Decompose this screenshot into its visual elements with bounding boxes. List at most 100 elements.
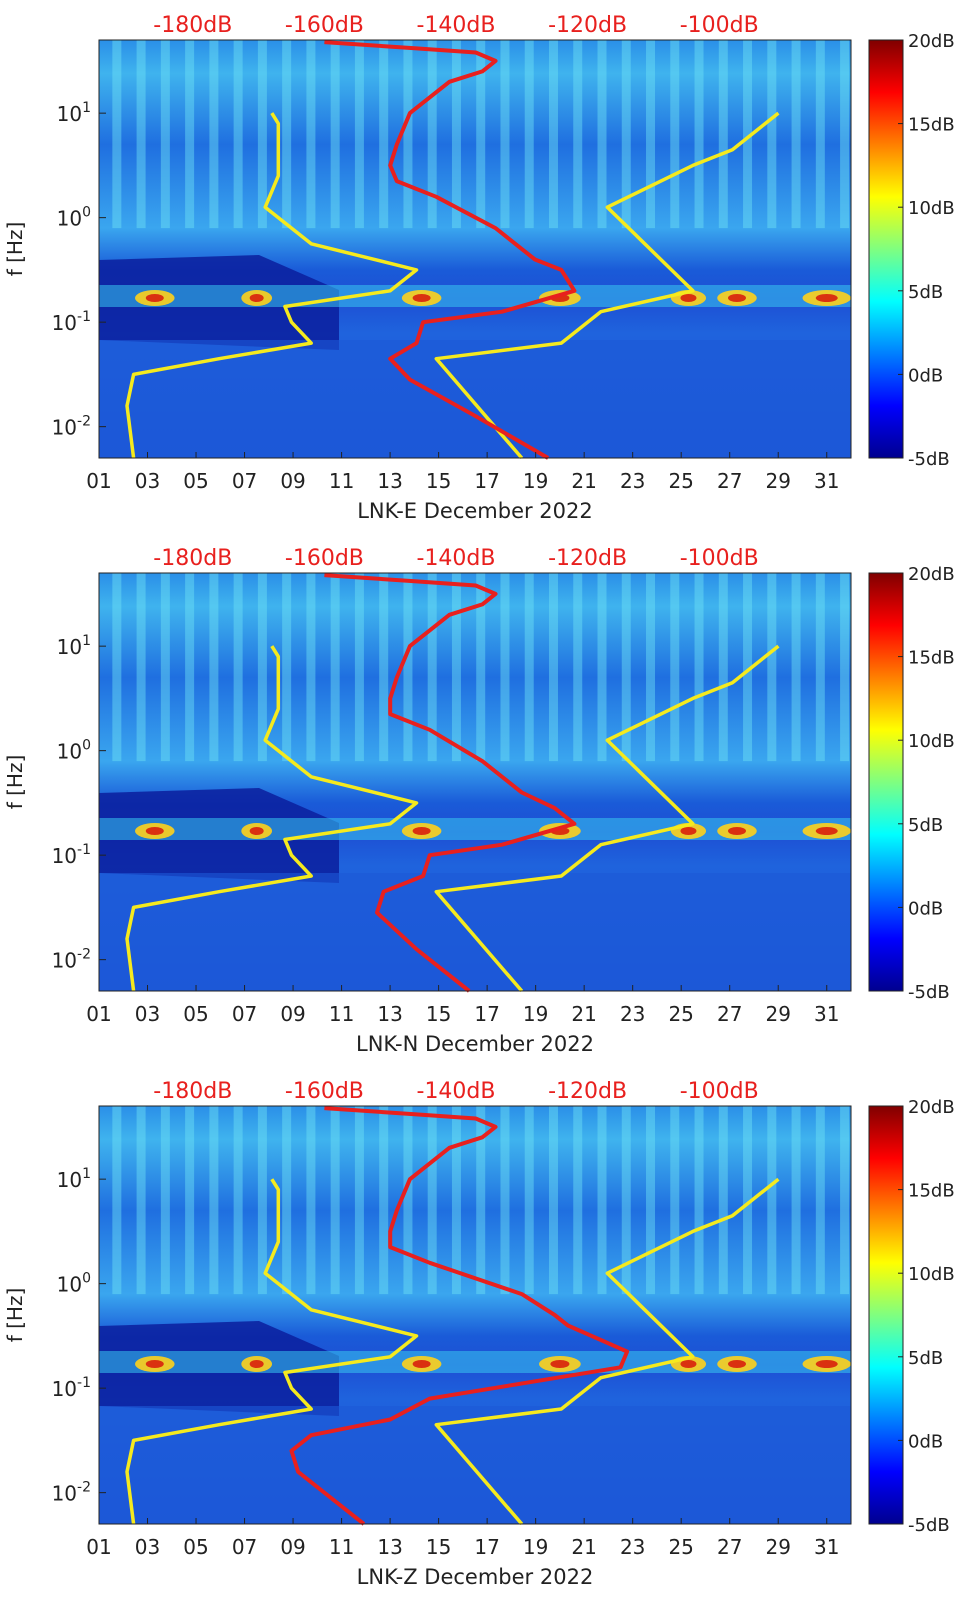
noise-stripe (354, 1106, 364, 1295)
colorbar-tick-label: 15dB (908, 1181, 955, 1202)
noise-stripe (791, 573, 801, 762)
noise-stripe (112, 1106, 122, 1295)
top-db-tick-label: -140dB (417, 1079, 496, 1104)
colorbar-tick-label: 10dB (908, 198, 955, 219)
storm-core (145, 827, 164, 835)
curve-station-psd (324, 40, 577, 460)
y-tick-label: 101 (57, 1166, 91, 1192)
x-tick-label: 19 (523, 1002, 548, 1026)
noise-stripe (160, 573, 170, 762)
noise-stripe (476, 573, 486, 762)
top-db-tick-label: -180dB (153, 13, 232, 38)
top-db-tick-label: -140dB (417, 13, 496, 38)
noise-stripe (670, 40, 680, 229)
storm-core (815, 827, 838, 835)
curve-noise-model-low- (125, 645, 419, 992)
noise-stripe (694, 1106, 704, 1295)
x-tick-label: 07 (232, 1535, 257, 1559)
noise-stripe (209, 573, 219, 762)
noise-stripe (209, 1106, 219, 1295)
curve-station-psd (289, 1106, 630, 1526)
top-db-tick-label: -120dB (548, 546, 627, 571)
noise-stripe (548, 573, 558, 762)
storm-core (412, 827, 431, 835)
noise-stripe (476, 1106, 486, 1295)
noise-stripe (646, 40, 656, 229)
storm-core (145, 1360, 164, 1368)
x-tick-label: 01 (86, 469, 111, 493)
x-tick-label: 01 (86, 1535, 111, 1559)
noise-stripe (524, 40, 534, 229)
noise-stripe (379, 40, 389, 229)
x-tick-label: 23 (620, 1002, 645, 1026)
microseism-band (99, 285, 851, 307)
colorbar-tick-label: -5dB (908, 1515, 950, 1536)
noise-stripe (160, 40, 170, 229)
noise-stripe (718, 40, 728, 229)
low-frequency-band (99, 340, 851, 458)
noise-stripe (306, 1106, 316, 1295)
storm-core (680, 827, 697, 835)
noise-stripe (670, 573, 680, 762)
x-tick-label: 03 (135, 1002, 160, 1026)
y-tick-label: 101 (57, 633, 91, 659)
noise-stripe (403, 1106, 413, 1295)
noise-stripe (743, 573, 753, 762)
colorbar-tick-label: 5dB (908, 1348, 943, 1369)
storm-core (727, 827, 746, 835)
colorbar-tick-label: 5dB (908, 815, 943, 836)
top-db-tick-label: -120dB (548, 1079, 627, 1104)
plot-frame (98, 39, 852, 459)
colorbar-tick-label: 10dB (908, 731, 955, 752)
x-tick-label: 21 (571, 469, 596, 493)
x-tick-label: 25 (668, 1535, 693, 1559)
noise-stripe (573, 573, 583, 762)
storm-core (727, 294, 746, 302)
curve-noise-model-high- (434, 644, 780, 993)
storm-core (815, 1360, 838, 1368)
top-db-tick-label: -180dB (153, 546, 232, 571)
storm-core (249, 1360, 264, 1368)
noise-stripe (548, 40, 558, 229)
curve-noise-model-low- (125, 1178, 419, 1525)
noise-stripe (621, 573, 631, 762)
x-tick-label: 31 (814, 1002, 839, 1026)
x-tick-label: 09 (280, 1002, 305, 1026)
storm-core (249, 294, 264, 302)
colorbar-tick-label: 0dB (908, 898, 943, 919)
noise-stripe (548, 1106, 558, 1295)
colorbar-tick-label: 20dB (908, 1097, 955, 1118)
colorbar (868, 39, 904, 459)
noise-stripe (670, 1106, 680, 1295)
y-tick-label: 10-1 (52, 842, 91, 868)
microseism-band (99, 1351, 851, 1373)
top-db-tick-label: -140dB (417, 546, 496, 571)
noise-stripe (840, 40, 850, 229)
noise-stripe (767, 573, 777, 762)
top-db-tick-label: -160dB (285, 546, 364, 571)
noise-stripe (403, 573, 413, 762)
low-frequency-band (99, 1406, 851, 1524)
colorbar-tick-label: 20dB (908, 31, 955, 52)
noise-stripe (840, 573, 850, 762)
curve-noise-model-high- (434, 1177, 780, 1526)
noise-stripe (451, 573, 461, 762)
noise-stripe (136, 40, 146, 229)
noise-stripe (427, 40, 437, 229)
x-tick-label: 05 (183, 469, 208, 493)
x-axis-label: LNK-N December 2022 (356, 1032, 594, 1056)
x-tick-label: 29 (765, 1535, 790, 1559)
colorbar-tick-label: -5dB (908, 982, 950, 1003)
storm-core (249, 827, 264, 835)
noise-stripe (767, 1106, 777, 1295)
noise-stripe (185, 573, 195, 762)
panel-lnk-e: 01 03 05 07 09 11 13 15 17 19 21 23 25 27 29 31 LNK-E De… (3, 13, 955, 523)
x-tick-label: 09 (280, 469, 305, 493)
plot-frame (98, 572, 852, 992)
y-tick-label: 10-2 (52, 1480, 91, 1506)
colorbar-tick-label: 10dB (908, 1264, 955, 1285)
noise-stripe (136, 573, 146, 762)
noise-stripe (306, 573, 316, 762)
noise-stripe (112, 40, 122, 229)
noise-stripe (767, 40, 777, 229)
